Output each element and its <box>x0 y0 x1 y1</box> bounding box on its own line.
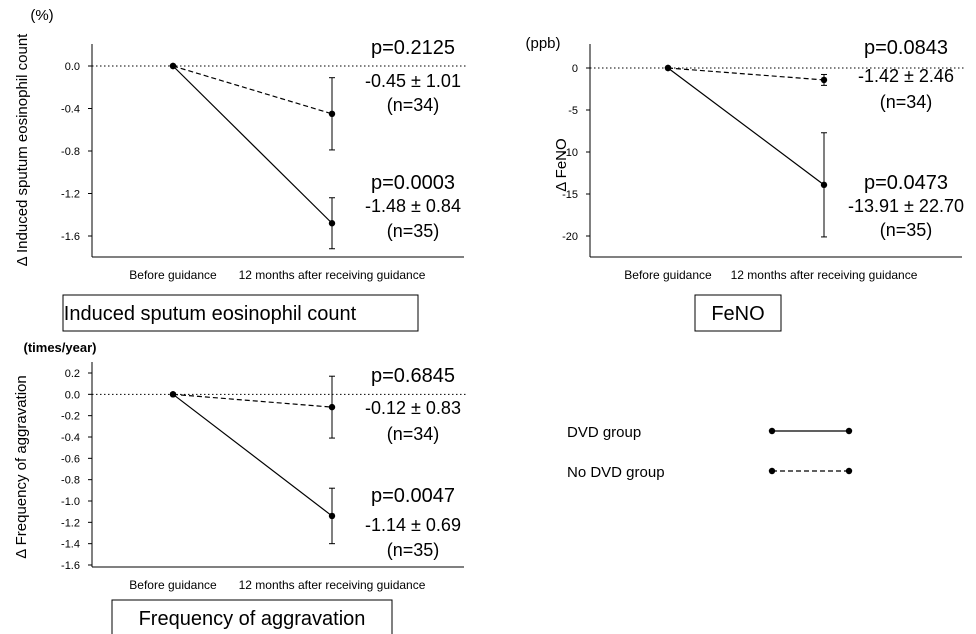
legend-marker <box>845 467 853 475</box>
panel-caption: Induced sputum eosinophil count <box>64 303 357 325</box>
p-value-label: p=0.6845 <box>371 365 455 387</box>
series-dvd: p=0.0473-13.91 ± 22.70 (n=35) <box>664 64 964 240</box>
data-point <box>664 64 672 72</box>
y-tick-label: -1.2 <box>61 517 80 529</box>
data-point <box>820 181 828 189</box>
series-line <box>172 393 333 408</box>
n-label: (n=34) <box>387 95 440 115</box>
legend-label: No DVD group <box>567 464 665 481</box>
p-value-label: p=0.2125 <box>371 37 455 59</box>
y-axis-label: Δ Frequency of aggravation <box>13 375 30 558</box>
n-label: (n=34) <box>880 92 933 112</box>
mean-sd-label: -1.14 ± 0.69 <box>365 515 461 535</box>
y-tick-label: -0.2 <box>61 411 80 423</box>
y-tick-label: -0.6 <box>61 453 80 465</box>
series-line <box>172 65 333 224</box>
y-axis-unit: (times/year) <box>24 340 97 355</box>
chart-panel-2: 0 -5 -10 -15 -20 Before guidance 12 months aft… <box>525 35 965 332</box>
mean-sd-label: -0.12 ± 0.83 <box>365 398 461 418</box>
series-line <box>172 393 333 517</box>
data-point <box>328 220 336 227</box>
x-tick-label: Before guidance <box>129 268 217 282</box>
x-tick-label: 12 months after receiving guidance <box>239 268 426 282</box>
p-value-label: p=0.0047 <box>371 485 455 507</box>
y-tick-label: -1.6 <box>61 231 80 243</box>
series-line <box>172 65 333 115</box>
y-tick-label: -1.2 <box>61 189 80 201</box>
y-tick-label: -5 <box>568 105 578 117</box>
legend-marker <box>768 427 776 435</box>
legend-marker <box>845 427 853 435</box>
legend: DVD group No DVD group <box>567 424 853 481</box>
x-tick-label: 12 months after receiving guidance <box>239 578 426 592</box>
chart-panel-1: 0.0 -0.4 -0.8 -1.2 -1.6 Before guidance 12 mon… <box>14 7 467 332</box>
chart-panel-3: 0.2 0.0 -0.2 -0.4 -0.6 -0.8 -1.0 -1.2 -1.4 -1.6 Be… <box>13 340 467 634</box>
y-axis-unit: (ppb) <box>525 35 560 52</box>
y-tick-label: 0.0 <box>65 61 80 73</box>
y-tick-label: -1.0 <box>61 496 80 508</box>
y-tick-label: 0 <box>572 63 578 75</box>
mean-sd-label: -1.48 ± 0.84 <box>365 196 461 216</box>
p-value-label: p=0.0843 <box>864 37 948 59</box>
data-point <box>328 512 336 520</box>
y-tick-label: -0.4 <box>61 104 80 116</box>
y-tick-label: 0.2 <box>65 368 80 380</box>
y-tick-label: -10 <box>562 147 578 159</box>
y-tick-label: -1.4 <box>61 539 80 551</box>
mean-sd-label: -0.45 ± 1.01 <box>365 71 461 91</box>
y-tick-label: -0.4 <box>61 432 80 444</box>
series-no-dvd: p=0.6845 -0.12 ± 0.83 (n=34) <box>169 365 461 444</box>
mean-sd-label: -1.42 ± 2.46 <box>858 66 954 86</box>
data-point <box>169 391 177 398</box>
data-point <box>328 403 336 411</box>
y-axis-label: Δ FeNO <box>553 138 570 191</box>
y-tick-label: -15 <box>562 189 578 201</box>
series-line <box>667 67 825 186</box>
y-tick-label: 0.0 <box>65 389 80 401</box>
n-label: (n=34) <box>387 424 440 444</box>
y-tick-label: -0.8 <box>61 146 80 158</box>
series-no-dvd: p=0.2125 -0.45 ± 1.01 (n=34) <box>169 37 461 151</box>
y-axis-unit: (%) <box>30 7 53 24</box>
data-point <box>328 110 336 118</box>
mean-sd-label: -13.91 ± 22.70 <box>848 196 964 216</box>
series-no-dvd: p=0.0843 -1.42 ± 2.46 (n=34) <box>664 37 954 112</box>
p-value-label: p=0.0003 <box>371 172 455 194</box>
n-label: (n=35) <box>880 220 933 240</box>
legend-marker <box>768 467 776 475</box>
y-tick-label: -20 <box>562 231 578 243</box>
n-label: (n=35) <box>387 540 440 560</box>
series-dvd: p=0.0047 -1.14 ± 0.69 (n=35) <box>169 391 461 560</box>
n-label: (n=35) <box>387 221 440 241</box>
panel-caption-box <box>62 294 419 332</box>
panel-caption-box <box>694 294 782 332</box>
panel-caption: FeNO <box>711 303 764 325</box>
panel-caption: Frequency of aggravation <box>139 608 366 630</box>
panel-caption-box <box>111 599 393 634</box>
y-tick-label: -1.6 <box>61 560 80 572</box>
p-value-label: p=0.0473 <box>864 172 948 194</box>
x-tick-label: 12 months after receiving guidance <box>731 268 918 282</box>
x-tick-label: Before guidance <box>129 578 217 592</box>
y-axis-label: Δ Induced sputum eosinophil count <box>14 33 31 267</box>
data-point <box>169 62 177 70</box>
legend-label: DVD group <box>567 424 641 441</box>
series-line <box>667 67 825 81</box>
data-point <box>820 76 828 84</box>
y-tick-label: -0.8 <box>61 475 80 487</box>
x-tick-label: Before guidance <box>624 268 712 282</box>
